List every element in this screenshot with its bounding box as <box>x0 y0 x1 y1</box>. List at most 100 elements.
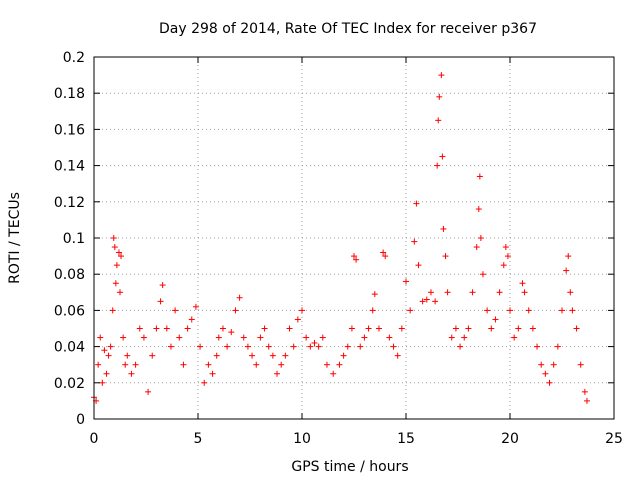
y-tick-label: 0.08 <box>54 267 85 283</box>
data-point <box>344 343 351 350</box>
data-point <box>197 343 204 350</box>
data-point <box>176 334 183 341</box>
data-point <box>496 289 503 296</box>
x-tick-label: 20 <box>501 431 519 447</box>
y-tick-label: 0.02 <box>54 376 85 392</box>
y-tick-label: 0.18 <box>54 86 85 102</box>
data-point <box>172 307 179 314</box>
data-point <box>201 379 208 386</box>
data-point <box>500 262 507 269</box>
data-point <box>542 370 549 377</box>
data-point <box>476 173 483 180</box>
data-point <box>390 343 397 350</box>
data-point <box>311 339 318 346</box>
data-point <box>240 334 247 341</box>
data-point <box>286 325 293 332</box>
x-tick-label: 10 <box>293 431 311 447</box>
data-point <box>261 325 268 332</box>
chart-title: Day 298 of 2014, Rate Of TEC Index for r… <box>159 21 537 37</box>
grid-lines <box>94 57 614 419</box>
data-point <box>149 352 156 359</box>
data-point <box>475 206 482 213</box>
y-tick-label: 0.16 <box>54 122 85 138</box>
data-point <box>581 388 588 395</box>
data-point <box>502 244 509 251</box>
data-point <box>163 325 170 332</box>
data-point <box>351 253 357 260</box>
data-point <box>132 361 139 368</box>
data-point <box>563 267 570 274</box>
data-point <box>109 307 116 314</box>
data-point <box>111 244 118 251</box>
data-point <box>167 343 174 350</box>
data-point <box>145 388 152 395</box>
data-point <box>365 325 372 332</box>
data-point <box>559 307 565 314</box>
data-point <box>236 294 243 301</box>
data-point <box>569 307 576 314</box>
data-point <box>440 225 447 232</box>
data-point <box>583 397 590 404</box>
data-point <box>382 253 389 260</box>
data-point <box>180 361 187 368</box>
data-point <box>567 289 574 296</box>
data-point <box>538 361 545 368</box>
data-point <box>427 289 434 296</box>
data-point <box>492 316 499 323</box>
data-point <box>232 307 239 314</box>
data-point <box>469 289 476 296</box>
data-point <box>375 325 382 332</box>
data-point <box>434 162 441 169</box>
data-point <box>507 307 513 314</box>
data-point <box>444 289 451 296</box>
data-point <box>157 298 164 305</box>
data-point <box>340 352 347 359</box>
data-point <box>369 307 376 314</box>
axis-ticks <box>93 56 615 420</box>
data-point <box>118 253 125 260</box>
data-point <box>577 361 584 368</box>
data-point <box>159 282 166 289</box>
data-point <box>269 352 276 359</box>
data-point <box>153 325 160 332</box>
data-point <box>128 370 135 377</box>
data-point <box>122 361 129 368</box>
data-point <box>448 334 455 341</box>
data-point <box>519 280 526 287</box>
data-points <box>91 72 590 404</box>
data-point <box>488 325 495 332</box>
data-point <box>323 361 330 368</box>
data-point <box>112 280 119 287</box>
data-point <box>103 370 110 377</box>
data-point <box>228 329 235 336</box>
data-point <box>504 253 511 260</box>
data-point <box>403 278 409 285</box>
data-point <box>565 253 572 260</box>
data-point <box>101 347 108 354</box>
data-point <box>461 334 468 341</box>
data-point <box>546 379 553 386</box>
y-tick-label: 0.04 <box>54 340 85 356</box>
data-point <box>534 343 541 350</box>
x-tick-label: 25 <box>605 431 623 447</box>
data-point <box>452 325 459 332</box>
y-axis-title: ROTI / TECUs <box>7 192 23 284</box>
x-tick-label: 5 <box>194 431 203 447</box>
data-point <box>265 343 272 350</box>
x-tick-labels: 0 5 10 15 20 25 <box>90 431 623 447</box>
data-point <box>105 352 112 359</box>
data-point <box>95 361 102 368</box>
data-point <box>529 325 536 332</box>
data-point <box>423 296 430 303</box>
data-point <box>192 303 199 310</box>
data-point <box>244 343 251 350</box>
y-tick-label: 0.14 <box>54 159 85 175</box>
data-point <box>253 361 260 368</box>
data-point <box>303 334 310 341</box>
data-point <box>140 334 147 341</box>
y-tick-label: 0.12 <box>54 195 85 211</box>
data-point <box>219 325 226 332</box>
y-tick-label: 0.1 <box>63 231 85 247</box>
data-point <box>413 200 420 207</box>
data-point <box>209 370 216 377</box>
